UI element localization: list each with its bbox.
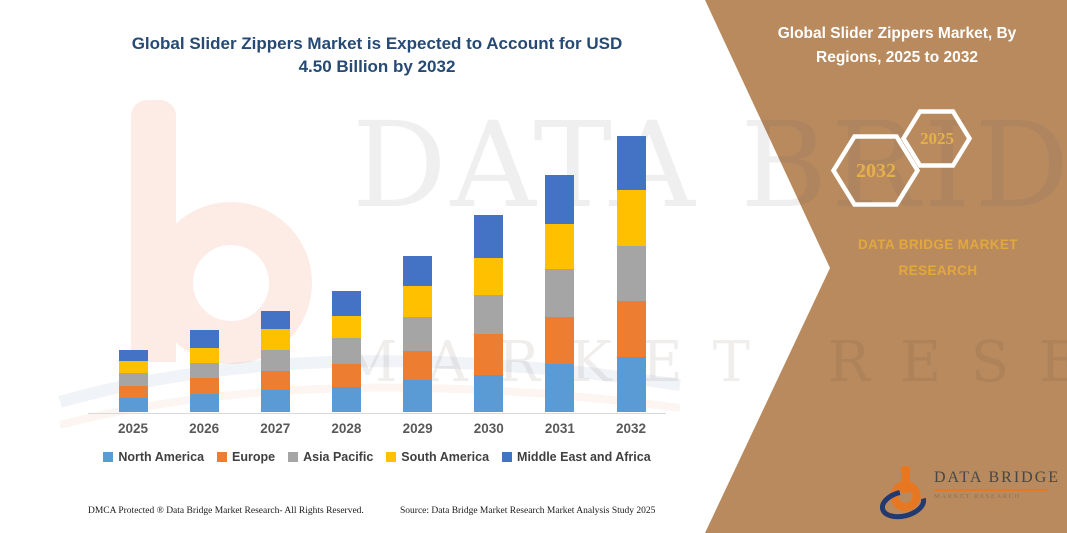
bar-segment-2028-middle-east-and-africa — [331, 290, 361, 316]
bar-2031 — [545, 175, 575, 412]
legend-label: North America — [118, 450, 205, 464]
bar-segment-2026-south-america — [189, 347, 219, 363]
bar-segment-2027-asia-pacific — [260, 350, 290, 371]
bar-segment-2031-middle-east-and-africa — [545, 175, 575, 224]
x-axis-label-2026: 2026 — [189, 421, 220, 436]
bar-segment-2029-middle-east-and-africa — [403, 255, 433, 286]
bar-segment-2032-asia-pacific — [616, 245, 646, 302]
bar-2026 — [189, 330, 219, 412]
bar-segment-2031-asia-pacific — [545, 268, 575, 317]
chart-title: Global Slider Zippers Market is Expected… — [131, 34, 623, 76]
bar-segment-2027-middle-east-and-africa — [260, 311, 290, 330]
databridge-logo-icon — [880, 466, 927, 520]
databridge-logo: DATA BRIDGE MARKET RESEARCH — [880, 463, 1061, 523]
plot-area: 2025 2026 2027 2028 2029 2030 2031 2032 — [88, 131, 666, 436]
chart-legend: North America Europe Asia Pacific South Ame… — [88, 450, 666, 464]
bar-segment-2032-north-america — [616, 357, 646, 412]
bar-2029 — [403, 255, 433, 412]
bar-segment-2029-south-america — [403, 285, 433, 317]
x-axis-label-2031: 2031 — [544, 421, 575, 436]
bar-segment-2027-north-america — [260, 389, 290, 412]
x-axis-label-2030: 2030 — [473, 421, 504, 436]
legend-item-north-america: North America — [103, 450, 204, 464]
legend-label: South America — [401, 450, 490, 464]
bar-segment-2025-middle-east-and-africa — [118, 350, 148, 362]
bar-segment-2031-south-america — [545, 223, 575, 269]
legend-swatch — [386, 452, 397, 462]
footer-dmca-text: DMCA Protected ® Data Bridge Market Rese… — [88, 506, 364, 516]
bar-segment-2026-north-america — [189, 394, 219, 412]
bar-2027 — [260, 311, 290, 412]
hexagons-graphic — [830, 109, 973, 207]
legend-item-asia-pacific: Asia Pacific — [288, 450, 373, 464]
bar-segment-2030-south-america — [474, 257, 504, 295]
bar-segment-2026-middle-east-and-africa — [189, 330, 219, 348]
x-axis-line — [88, 413, 666, 414]
x-axis-label-2028: 2028 — [331, 421, 362, 436]
bar-segment-2028-south-america — [331, 315, 361, 338]
legend-item-middle-east-and-africa: Middle East and Africa — [502, 450, 651, 464]
bar-segment-2031-europe — [545, 316, 575, 365]
bar-segment-2030-north-america — [474, 375, 504, 412]
legend-label: Asia Pacific — [303, 450, 374, 464]
bar-segment-2028-europe — [331, 363, 361, 387]
bar-2032 — [616, 136, 646, 412]
bar-segment-2031-north-america — [545, 364, 575, 412]
footer-source-text: Source: Data Bridge Market Research Mark… — [400, 506, 656, 516]
bar-segment-2025-europe — [118, 385, 148, 398]
hexagon-2032-outline — [830, 134, 921, 207]
legend-swatch — [217, 452, 228, 462]
x-axis-label-2029: 2029 — [402, 421, 433, 436]
bar-segment-2027-europe — [260, 370, 290, 390]
bar-segment-2026-europe — [189, 378, 219, 395]
side-panel-brand-text: DATA BRIDGE MARKET RESEARCH — [858, 237, 1018, 278]
bar-segment-2032-south-america — [616, 190, 646, 246]
bar-segment-2029-asia-pacific — [403, 316, 433, 352]
x-axis-label-2025: 2025 — [117, 421, 149, 436]
hexagon-2032-label: 2032 — [856, 160, 896, 182]
bar-segment-2029-north-america — [403, 380, 433, 412]
bar-segment-2030-asia-pacific — [474, 294, 504, 335]
legend-swatch — [288, 452, 299, 462]
bar-segment-2032-middle-east-and-africa — [616, 136, 646, 191]
bar-segment-2029-europe — [403, 351, 433, 381]
hexagon-2025-label: 2025 — [920, 129, 954, 148]
bar-segment-2028-asia-pacific — [331, 337, 361, 364]
bar-segment-2025-south-america — [118, 361, 148, 374]
legend-label: Middle East and Africa — [517, 450, 651, 464]
bar-segment-2030-middle-east-and-africa — [474, 214, 504, 258]
legend-item-south-america: South America — [386, 450, 489, 464]
logo-d-swoosh — [880, 488, 927, 520]
bar-segment-2026-asia-pacific — [189, 362, 219, 379]
legend-swatch — [502, 452, 513, 462]
bar-2030 — [474, 214, 504, 412]
hexagon-2025-outline — [900, 109, 973, 168]
bar-2025 — [118, 350, 148, 412]
legend-swatch — [103, 452, 114, 462]
bar-segment-2025-north-america — [118, 397, 148, 412]
logo-b-bowl — [890, 481, 921, 511]
logo-name-text: DATA BRIDGE — [934, 469, 1061, 486]
legend-label: Europe — [232, 450, 276, 464]
bar-segment-2030-europe — [474, 334, 504, 376]
side-panel-title: Global Slider Zippers Market, By Regions… — [777, 25, 1017, 67]
bar-segment-2025-asia-pacific — [118, 373, 148, 386]
x-axis-label-2032: 2032 — [616, 421, 647, 436]
x-axis-label-2027: 2027 — [260, 421, 291, 436]
bar-segment-2032-europe — [616, 301, 646, 358]
legend-item-europe: Europe — [217, 450, 275, 464]
logo-subtitle-text: MARKET RESEARCH — [934, 493, 1021, 500]
logo-orange-rule — [934, 489, 1048, 491]
bar-segment-2028-north-america — [331, 386, 361, 412]
logo-text-block: DATA BRIDGE MARKET RESEARCH — [934, 469, 1061, 500]
bar-segment-2027-south-america — [260, 329, 290, 351]
bar-2028 — [331, 290, 361, 412]
